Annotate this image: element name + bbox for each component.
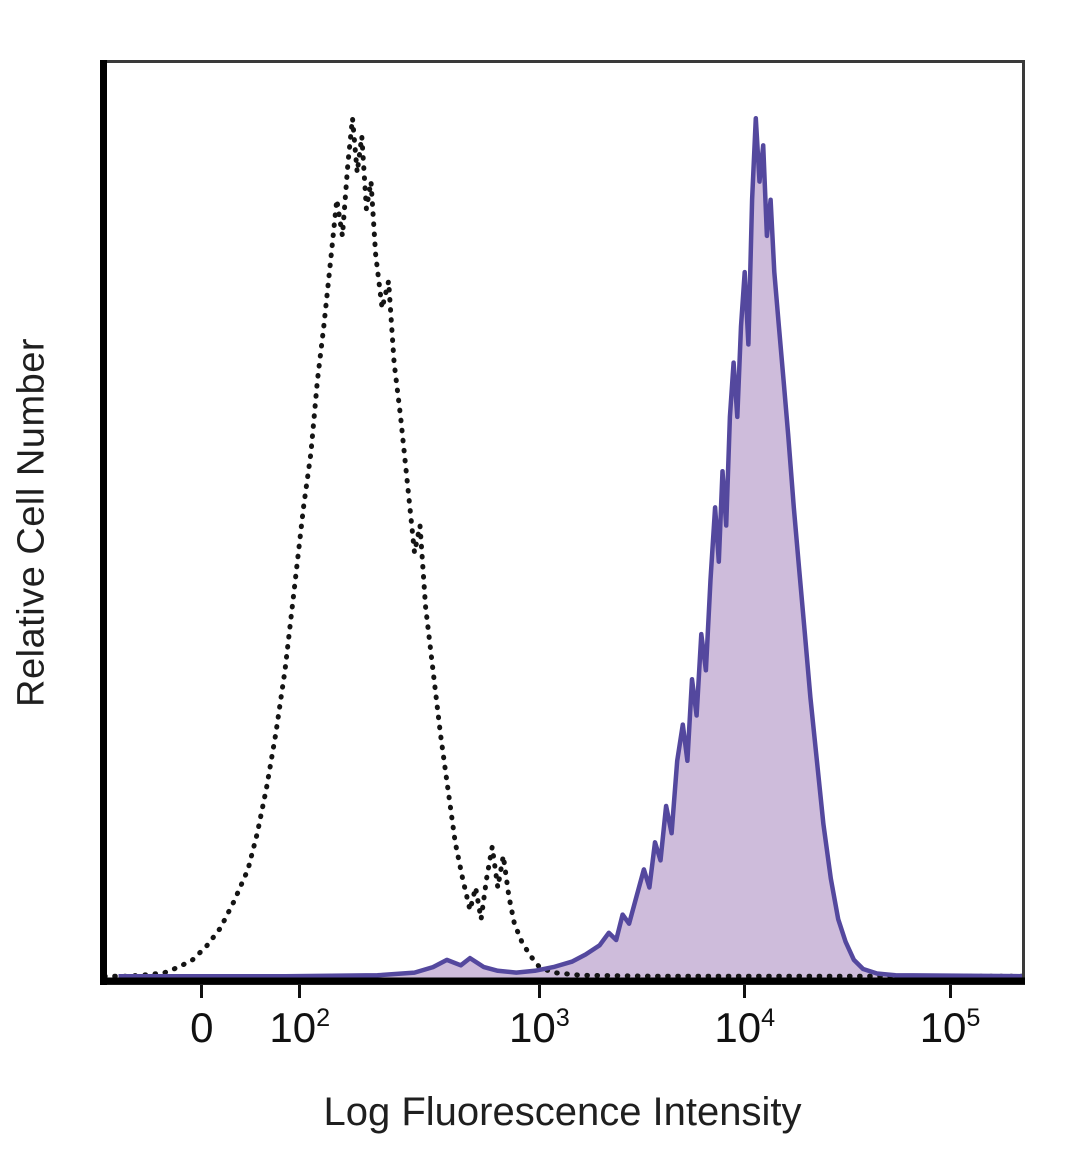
x-axis-label: Log Fluorescence Intensity	[323, 1090, 802, 1134]
y-axis-label: Relative Cell Number	[10, 338, 53, 708]
tick-exponent: 2	[316, 1004, 331, 1033]
plot-frame	[100, 60, 1025, 985]
plot-area	[100, 60, 1025, 985]
stained-sample-fill	[118, 118, 1024, 979]
x-tick-label: 104	[714, 1004, 775, 1052]
x-tick-mark	[200, 985, 204, 998]
x-tick-label: 102	[269, 1004, 330, 1052]
histogram-canvas	[100, 60, 1025, 985]
tick-base: 0	[190, 1004, 214, 1051]
x-tick-mark	[948, 985, 952, 998]
tick-base: 10	[509, 1004, 556, 1051]
x-tick-label: 105	[920, 1004, 981, 1052]
tick-exponent: 5	[966, 1004, 981, 1033]
tick-exponent: 4	[761, 1004, 776, 1033]
x-tick-label: 103	[509, 1004, 570, 1052]
tick-exponent: 3	[555, 1004, 570, 1033]
x-tick-mark	[537, 985, 541, 998]
tick-base: 10	[714, 1004, 762, 1051]
x-tick-label: 0	[190, 1004, 213, 1052]
x-tick-mark	[298, 985, 302, 998]
negative-control-curve	[102, 115, 1025, 979]
x-tick-mark	[743, 985, 747, 998]
tick-base: 10	[919, 1004, 967, 1051]
stained-sample-curve	[118, 116, 1024, 979]
tick-base: 10	[269, 1004, 317, 1051]
